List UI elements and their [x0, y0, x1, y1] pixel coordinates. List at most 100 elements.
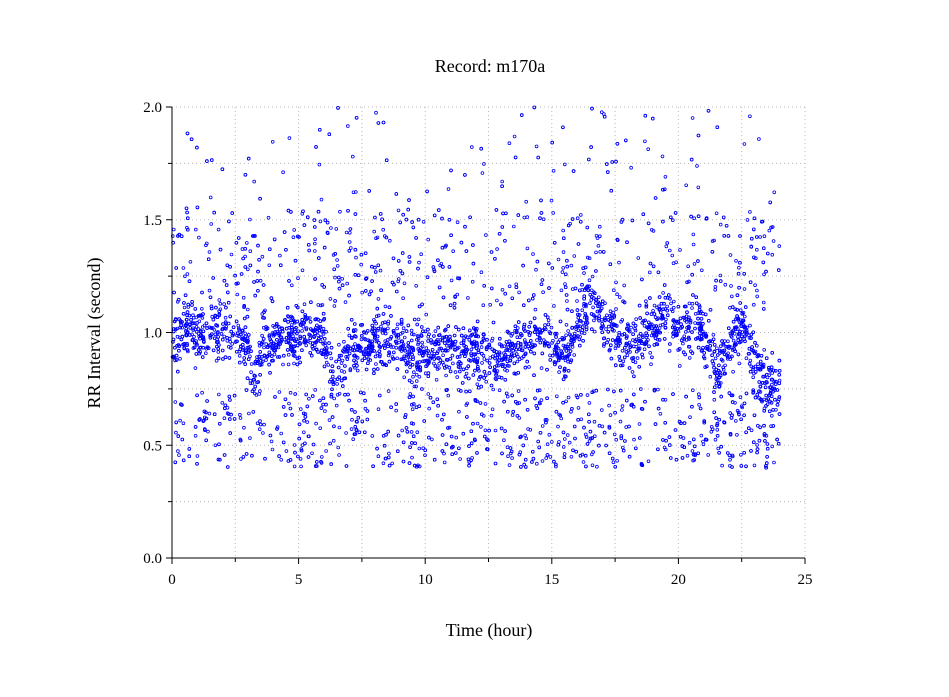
data-point	[407, 378, 412, 383]
data-point	[667, 248, 672, 253]
data-point	[721, 215, 726, 220]
data-point	[381, 120, 386, 125]
data-point	[646, 221, 651, 226]
data-point	[459, 240, 464, 245]
data-point	[208, 195, 213, 200]
data-point	[740, 405, 744, 410]
data-point	[560, 351, 564, 356]
data-point	[293, 258, 298, 263]
data-point	[190, 332, 194, 337]
data-point	[531, 456, 536, 461]
data-point	[482, 283, 487, 288]
data-point	[684, 183, 688, 188]
data-point	[556, 424, 560, 429]
data-point	[177, 453, 181, 457]
data-point	[444, 388, 449, 393]
data-point	[304, 343, 309, 348]
data-point	[652, 303, 657, 308]
data-point	[219, 332, 224, 336]
data-point	[608, 343, 613, 348]
data-point	[764, 398, 769, 402]
data-point	[507, 141, 512, 146]
data-point	[189, 137, 194, 142]
data-point	[493, 256, 497, 261]
data-point	[173, 358, 177, 363]
data-point	[329, 392, 334, 397]
data-point	[246, 267, 250, 272]
data-point	[406, 207, 411, 212]
data-point	[676, 319, 681, 324]
data-point	[615, 238, 620, 242]
data-point	[415, 322, 420, 327]
data-point	[323, 409, 327, 413]
data-point	[313, 331, 317, 336]
data-point	[613, 363, 618, 368]
data-point	[605, 170, 610, 174]
data-point	[421, 359, 425, 364]
data-point	[353, 190, 358, 194]
data-point	[715, 370, 720, 375]
data-point	[592, 419, 597, 424]
data-point	[415, 360, 420, 365]
data-point	[284, 326, 289, 331]
data-point	[710, 250, 715, 254]
data-point	[333, 275, 337, 280]
data-point	[362, 330, 366, 334]
data-point	[281, 405, 286, 409]
data-point	[277, 454, 281, 458]
data-point	[671, 261, 676, 266]
data-point	[575, 299, 579, 303]
data-point	[290, 349, 295, 354]
data-point	[765, 380, 769, 385]
data-point	[353, 410, 357, 414]
data-point	[662, 187, 667, 192]
data-point	[394, 333, 399, 338]
data-point	[618, 388, 623, 393]
data-point	[414, 384, 418, 389]
data-point	[704, 335, 708, 339]
data-point	[770, 252, 775, 257]
data-point	[234, 281, 239, 286]
data-point	[762, 374, 767, 379]
data-point	[714, 278, 718, 283]
data-point	[435, 351, 439, 356]
data-point	[533, 396, 537, 401]
data-point	[252, 280, 256, 284]
data-point	[695, 336, 700, 340]
data-point	[536, 155, 540, 160]
data-point	[204, 351, 208, 356]
data-point	[728, 345, 733, 350]
data-point	[690, 116, 695, 120]
data-point	[244, 452, 249, 456]
data-point	[742, 413, 746, 418]
data-point	[560, 270, 565, 274]
data-point	[482, 357, 487, 361]
data-point	[432, 334, 436, 338]
data-point	[467, 463, 471, 468]
data-point	[661, 438, 665, 442]
data-point	[738, 395, 743, 400]
data-point	[193, 366, 198, 370]
data-point	[592, 291, 597, 296]
data-point	[200, 390, 204, 395]
data-point	[770, 444, 774, 449]
data-point	[511, 224, 516, 229]
data-point	[496, 363, 501, 368]
data-point	[547, 432, 552, 437]
data-point	[745, 218, 750, 222]
data-point	[661, 397, 665, 402]
data-point	[177, 344, 182, 348]
data-point	[469, 429, 474, 434]
data-point	[627, 424, 631, 429]
data-point	[565, 258, 569, 263]
data-point	[348, 367, 353, 371]
data-point	[249, 349, 253, 354]
data-point	[211, 317, 216, 322]
data-point	[741, 318, 745, 323]
data-point	[777, 372, 781, 377]
data-point	[484, 379, 489, 384]
data-point	[202, 323, 207, 328]
data-point	[665, 313, 670, 318]
data-point	[752, 255, 756, 260]
data-point	[430, 437, 434, 442]
